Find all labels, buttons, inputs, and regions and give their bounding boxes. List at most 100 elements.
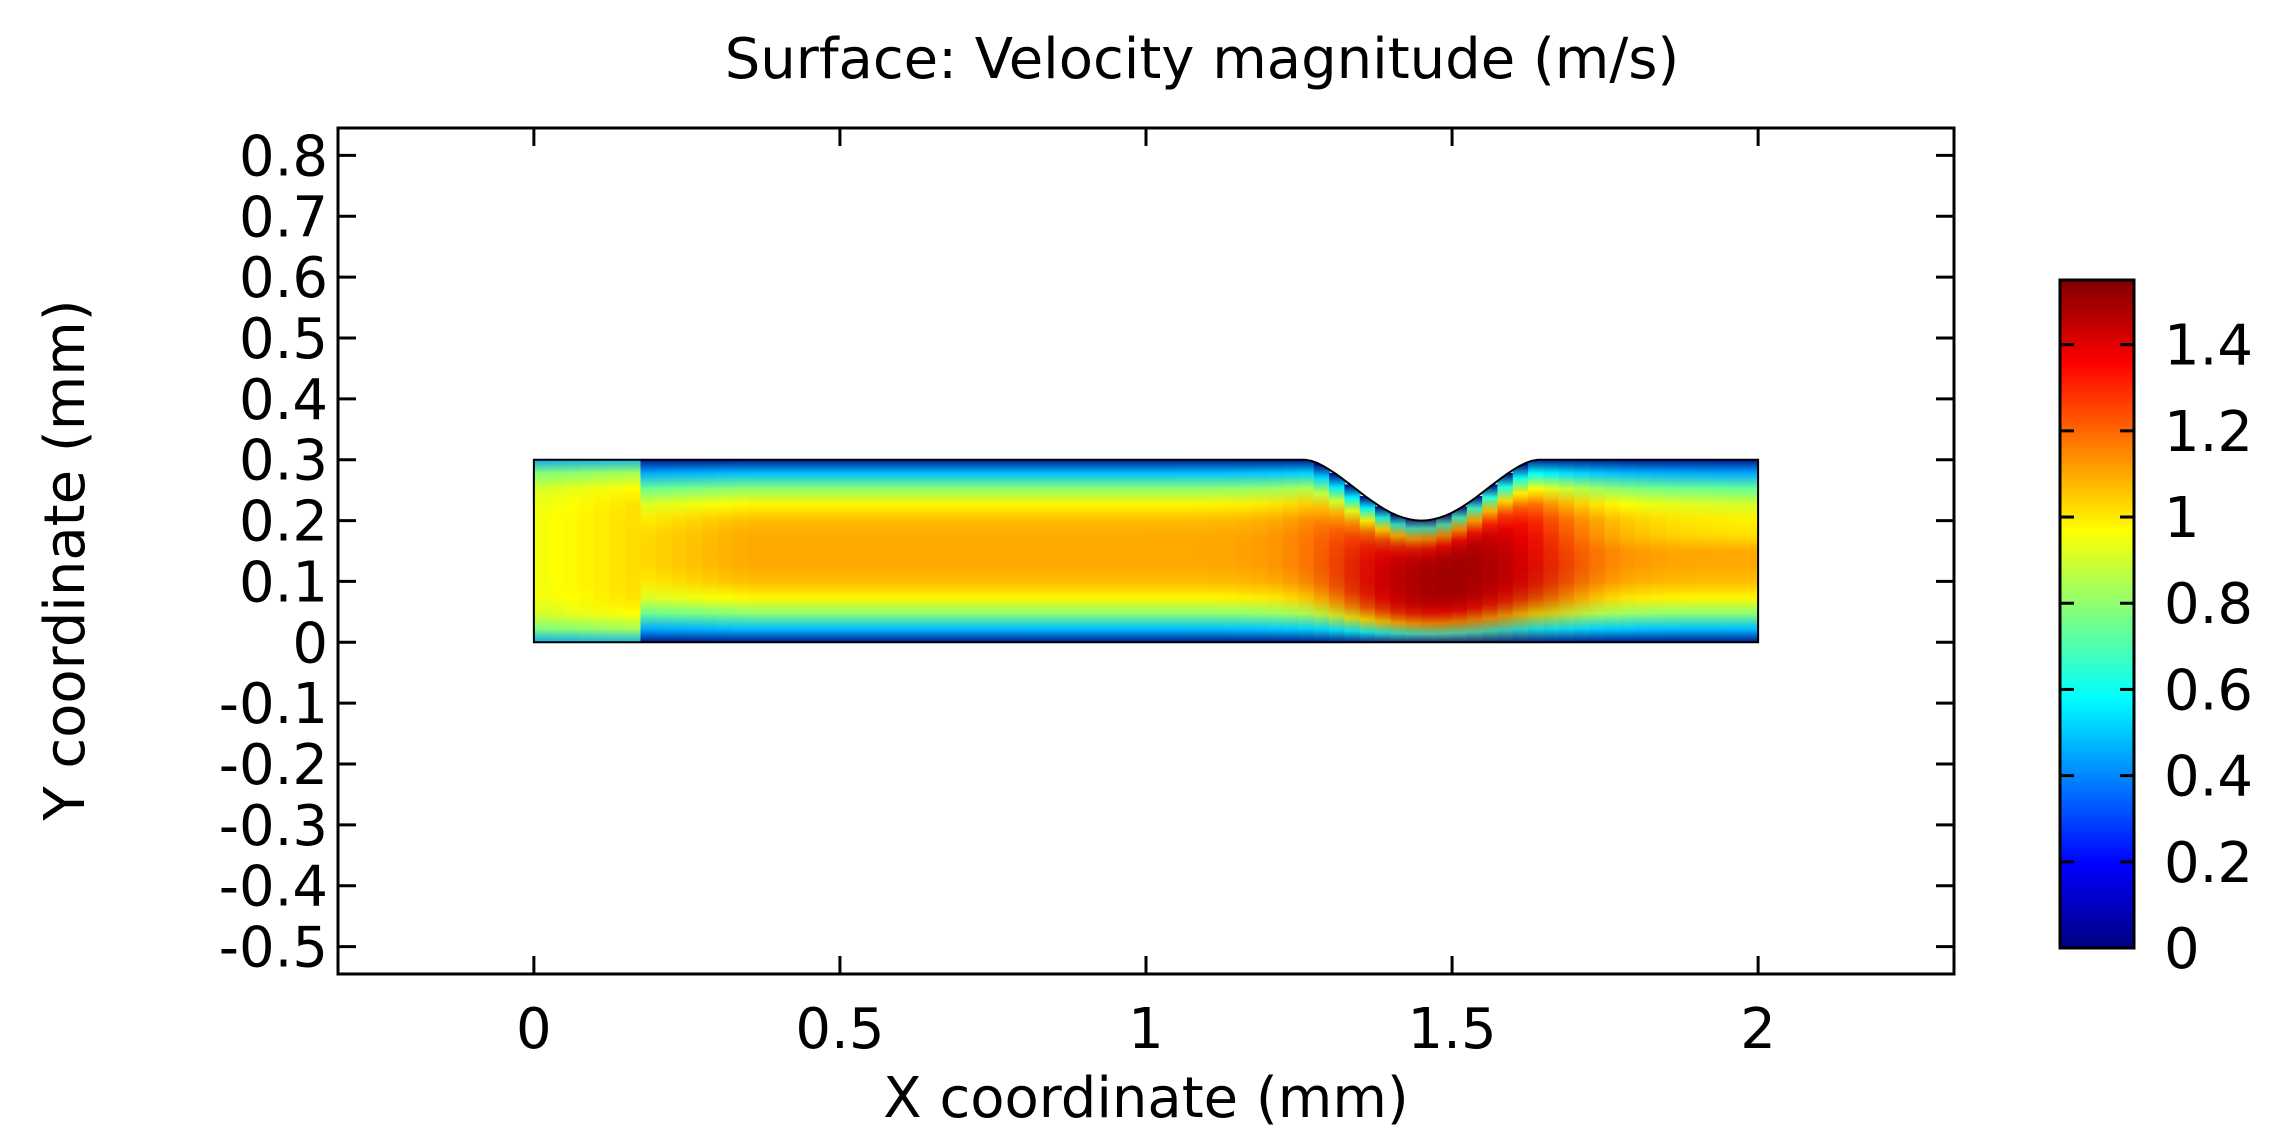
field-strip bbox=[1191, 459, 1208, 643]
field-strip bbox=[885, 459, 902, 643]
field-strip bbox=[1038, 459, 1055, 643]
field-strip bbox=[1160, 459, 1178, 643]
field-strip bbox=[1665, 459, 1683, 643]
field-strip bbox=[1329, 472, 1346, 643]
y-tick-label: 0.6 bbox=[239, 246, 328, 311]
y-tick-label: -0.1 bbox=[219, 672, 328, 737]
field-strip bbox=[1619, 459, 1637, 643]
field-strip bbox=[1604, 459, 1621, 643]
field-strip bbox=[1589, 459, 1606, 643]
field-strip bbox=[1283, 459, 1300, 643]
field-strip bbox=[824, 459, 841, 643]
x-tick-label: 0.5 bbox=[795, 997, 884, 1062]
colorbar-tick-label: 1.4 bbox=[2164, 314, 2253, 379]
y-tick-label: 0.5 bbox=[239, 307, 328, 372]
x-tick-label: 2 bbox=[1740, 997, 1776, 1062]
field-strip bbox=[640, 459, 657, 643]
field-strip bbox=[961, 459, 979, 643]
field-strip bbox=[1711, 459, 1729, 643]
field-strip bbox=[732, 459, 749, 643]
field-strip bbox=[579, 459, 596, 643]
field-strip bbox=[854, 459, 872, 643]
field-strip bbox=[655, 459, 673, 643]
field-strip bbox=[548, 459, 565, 643]
y-tick-label: -0.5 bbox=[219, 916, 328, 981]
field-strip bbox=[1176, 459, 1193, 643]
field-strip bbox=[762, 459, 780, 643]
field-strip bbox=[1635, 459, 1652, 643]
field-strip bbox=[533, 459, 550, 643]
field-strip bbox=[1298, 459, 1315, 643]
y-tick-label: 0.1 bbox=[239, 550, 328, 615]
field-strip bbox=[1130, 459, 1147, 643]
channel-boundary bbox=[532, 458, 1760, 644]
y-tick-label: -0.4 bbox=[219, 855, 328, 920]
field-strip bbox=[1084, 459, 1101, 643]
field-strip bbox=[1023, 459, 1040, 643]
y-tick-label: 0.4 bbox=[239, 368, 328, 433]
field-strip bbox=[839, 459, 856, 643]
field-strip bbox=[686, 459, 703, 643]
field-strip bbox=[1252, 459, 1269, 643]
colorbar-tick-label: 0.2 bbox=[2164, 831, 2253, 896]
field-strip bbox=[1237, 459, 1254, 643]
field-strip bbox=[1543, 459, 1560, 643]
y-tick-label: 0.3 bbox=[239, 429, 328, 494]
field-strip bbox=[1650, 459, 1667, 643]
colorbar-gradient bbox=[2058, 278, 2136, 950]
field-strip bbox=[1053, 459, 1070, 643]
field-strip bbox=[915, 459, 933, 643]
velocity-field bbox=[533, 459, 1759, 643]
colorbar-tick-label: 0.4 bbox=[2164, 745, 2253, 810]
y-tick-label: -0.3 bbox=[219, 794, 328, 859]
y-tick-label: 0.7 bbox=[239, 185, 328, 250]
field-strip bbox=[977, 459, 994, 643]
field-strip bbox=[747, 459, 764, 643]
colorbar-tick-label: 0.6 bbox=[2164, 658, 2253, 723]
field-strip bbox=[1007, 459, 1025, 643]
field-strip bbox=[1681, 459, 1698, 643]
field-strip bbox=[931, 459, 948, 643]
field-strip bbox=[671, 459, 688, 643]
field-strip bbox=[1573, 459, 1591, 643]
field-strip bbox=[1742, 459, 1759, 643]
field-strip bbox=[1558, 459, 1575, 643]
field-strip bbox=[778, 459, 795, 643]
colorbar-tick-label: 0 bbox=[2164, 917, 2200, 982]
x-axis: 0 0.5 1 1.5 2 bbox=[516, 128, 1776, 1062]
x-tick-label: 1 bbox=[1128, 997, 1164, 1062]
field-strip bbox=[609, 459, 627, 643]
colorbar bbox=[2058, 278, 2136, 950]
y-axis: 0.80.70.60.50.40.30.20.10-0.1-0.2-0.3-0.… bbox=[219, 124, 1954, 981]
field-strip bbox=[1313, 463, 1331, 643]
field-strip bbox=[1206, 459, 1224, 643]
field-strip bbox=[1222, 459, 1239, 643]
field-strip bbox=[793, 459, 810, 643]
x-axis-title: X coordinate (mm) bbox=[883, 1066, 1408, 1131]
field-strip bbox=[1727, 459, 1744, 643]
field-strip bbox=[1696, 459, 1713, 643]
y-axis-title: Y coordinate (mm) bbox=[33, 299, 98, 821]
field-strip bbox=[701, 459, 719, 643]
field-strip bbox=[1267, 459, 1285, 643]
y-tick-label: 0.8 bbox=[239, 124, 328, 189]
colorbar-tick-label: 0.8 bbox=[2164, 572, 2253, 637]
field-strip bbox=[625, 459, 642, 643]
field-strip bbox=[1145, 459, 1162, 643]
colorbar-tick-label: 1.2 bbox=[2164, 400, 2253, 465]
field-strip bbox=[1068, 459, 1086, 643]
colorbar-tick-label: 1 bbox=[2164, 486, 2200, 551]
chart-title: Surface: Velocity magnitude (m/s) bbox=[725, 27, 1680, 92]
velocity-peak-region bbox=[1332, 541, 1573, 622]
field-strip bbox=[563, 459, 581, 643]
field-strip bbox=[717, 459, 734, 643]
field-strip bbox=[1099, 459, 1116, 643]
field-strip bbox=[1528, 459, 1545, 643]
y-tick-label: 0 bbox=[292, 611, 328, 676]
field-strip bbox=[870, 459, 887, 643]
field-strip bbox=[808, 459, 826, 643]
y-tick-label: -0.2 bbox=[219, 733, 328, 798]
field-strip bbox=[1114, 459, 1132, 643]
field-strip bbox=[900, 459, 917, 643]
